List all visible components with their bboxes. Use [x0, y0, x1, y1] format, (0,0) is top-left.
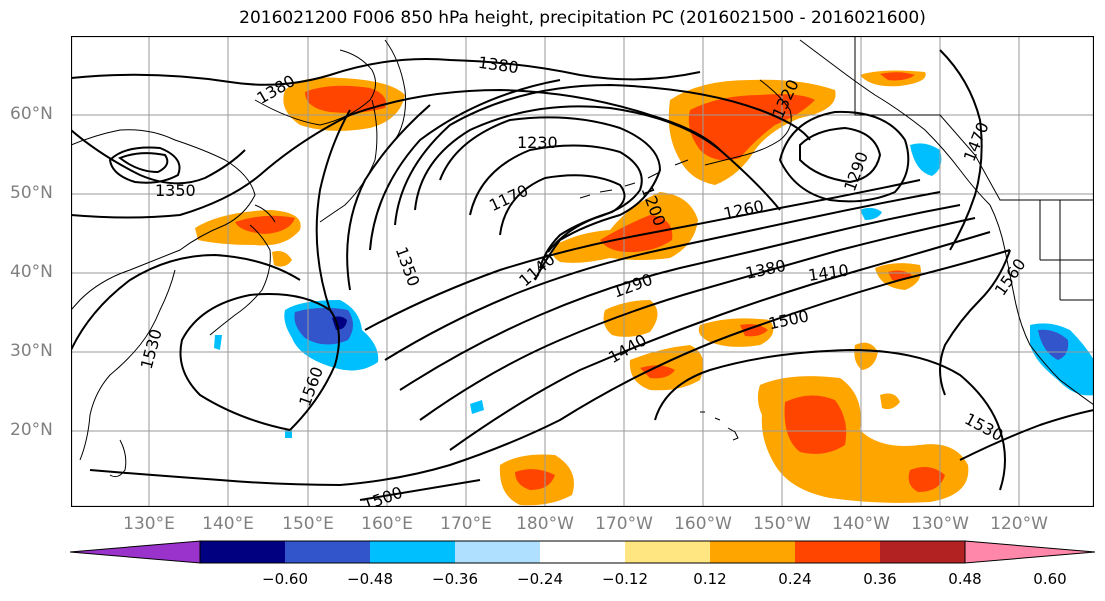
lon-label-170w: 170°W [595, 514, 653, 534]
colorbar-tick-label: −0.12 [602, 570, 648, 588]
contour-label: 1530 [137, 327, 166, 371]
colorbar-segment [880, 541, 965, 563]
colorbar-segment [370, 541, 455, 563]
colorbar-segment [710, 541, 795, 563]
height-contours [71, 49, 1094, 501]
colorbar-outline [199, 540, 966, 564]
colorbar-tick-label: −0.48 [347, 570, 393, 588]
lon-label-150e: 150°E [282, 514, 334, 534]
colorbar-tick-label: −0.36 [432, 570, 478, 588]
contour-label: 1560 [991, 255, 1030, 299]
contour-label: 1380 [477, 53, 520, 77]
contour-label: 1290 [610, 270, 655, 302]
contour-label: 1260 [722, 196, 766, 223]
colorbar-tick-label: 0.36 [863, 570, 897, 588]
lon-label-160e: 160°E [361, 514, 413, 534]
precipitation-shading [195, 70, 1094, 506]
lon-label-130w: 130°W [911, 514, 969, 534]
map-title: 2016021200 F006 850 hPa height, precipit… [239, 8, 926, 28]
lon-label-150w: 150°W [753, 514, 811, 534]
lat-label-60n: 60°N [10, 104, 53, 124]
colorbar-tick-label: 0.60 [1033, 570, 1067, 588]
contour-label: 1560 [295, 364, 327, 409]
contour-label: 1470 [960, 119, 993, 164]
lon-label-140w: 140°W [832, 514, 890, 534]
contour-label: 1350 [392, 244, 424, 289]
lon-label-140e: 140°E [202, 514, 254, 534]
colorbar-tick-label: −0.60 [262, 570, 308, 588]
contour-label: 1500 [767, 306, 811, 333]
map-panel: 1380 1380 1350 1230 1170 1200 1260 1320 … [71, 36, 1094, 507]
lon-label-120w: 120°W [990, 514, 1048, 534]
colorbar-extend-low [70, 540, 201, 564]
contour-label: 1230 [517, 133, 558, 152]
colorbar [70, 540, 1095, 564]
lat-label-20n: 20°N [10, 420, 53, 440]
colorbar-segment [285, 541, 370, 563]
colorbar-segment [200, 541, 285, 563]
colorbar-tick-label: 0.12 [693, 570, 727, 588]
lat-label-30n: 30°N [10, 341, 53, 361]
contour-label: 1410 [807, 260, 850, 284]
colorbar-tick-label: 0.48 [948, 570, 982, 588]
colorbar-extend-high [964, 540, 1095, 564]
colorbar-segment [455, 541, 540, 563]
graticule [71, 36, 1094, 507]
contour-labels: 1380 1380 1350 1230 1170 1200 1260 1320 … [137, 53, 1030, 507]
lon-label-180w: 180°W [516, 514, 574, 534]
contour-label: 1380 [744, 256, 788, 283]
contour-label: 1290 [840, 149, 872, 194]
lon-label-170e: 170°E [440, 514, 492, 534]
coastlines [71, 36, 1094, 478]
map-border [71, 36, 1094, 507]
colorbar-segment [625, 541, 710, 563]
lon-label-160w: 160°W [674, 514, 732, 534]
contour-label: 1500 [360, 483, 405, 507]
lon-label-130e: 130°E [123, 514, 175, 534]
contour-label: 1530 [962, 409, 1007, 445]
colorbar-segment [540, 541, 625, 563]
lat-label-40n: 40°N [10, 262, 53, 282]
lat-label-50n: 50°N [10, 183, 53, 203]
colorbar-segment [795, 541, 880, 563]
contour-label: 1350 [155, 181, 196, 200]
colorbar-tick-label: −0.24 [517, 570, 563, 588]
colorbar-tick-label: 0.24 [778, 570, 812, 588]
